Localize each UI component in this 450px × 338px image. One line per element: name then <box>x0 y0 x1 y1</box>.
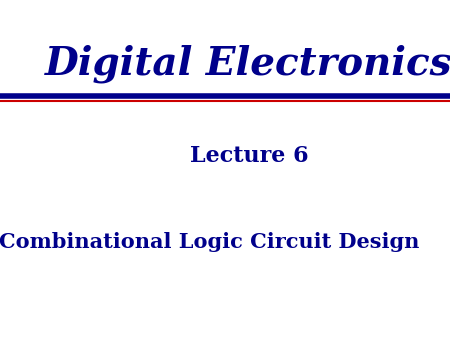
Text: Lecture 6: Lecture 6 <box>190 145 308 167</box>
Text: Combinational Logic Circuit Design: Combinational Logic Circuit Design <box>0 232 419 251</box>
Text: Digital Electronics: Digital Electronics <box>45 44 450 83</box>
